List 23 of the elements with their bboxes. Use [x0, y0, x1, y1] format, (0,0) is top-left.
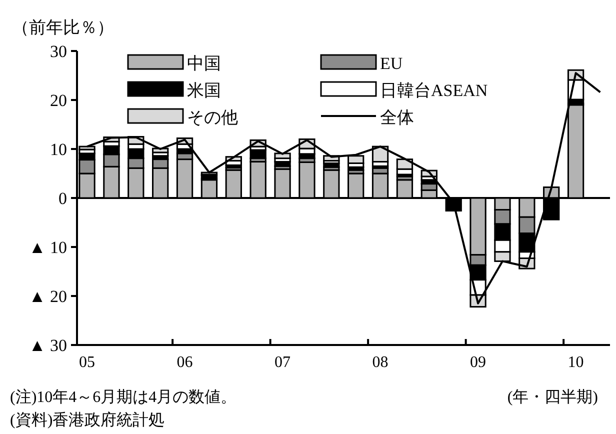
y-tick-label: ▲ 20 [28, 287, 67, 306]
legend-label: 米国 [187, 81, 221, 100]
y-tick-label: ▲ 10 [28, 238, 67, 257]
y-tick-label: 10 [50, 140, 67, 159]
text: (注)10年4～6月期は4月の数値。 [10, 388, 237, 406]
x-tick-label: 10 [568, 354, 584, 371]
x-axis-title: (年・四半期) [507, 388, 598, 406]
y-tick-label: 30 [50, 42, 67, 61]
legend-label: EU [380, 54, 403, 73]
legend-label: 全体 [380, 108, 414, 127]
y-tick-label: ▲ 30 [28, 336, 67, 355]
legend-label: 中国 [187, 54, 221, 73]
text: (資料)香港政府統計処 [10, 411, 165, 429]
y-axis-title: （前年比％） [12, 18, 114, 37]
x-tick-label: 09 [470, 354, 486, 371]
y-tick-label: 20 [50, 91, 67, 110]
x-tick-label: 05 [79, 354, 96, 371]
x-tick-label: 06 [176, 354, 193, 371]
x-tick-label: 08 [372, 354, 388, 371]
legend-label: その他 [187, 108, 238, 127]
y-tick-label: 0 [58, 189, 67, 208]
legend-label: 日韓台ASEAN [380, 81, 488, 100]
x-tick-label: 07 [274, 354, 291, 371]
